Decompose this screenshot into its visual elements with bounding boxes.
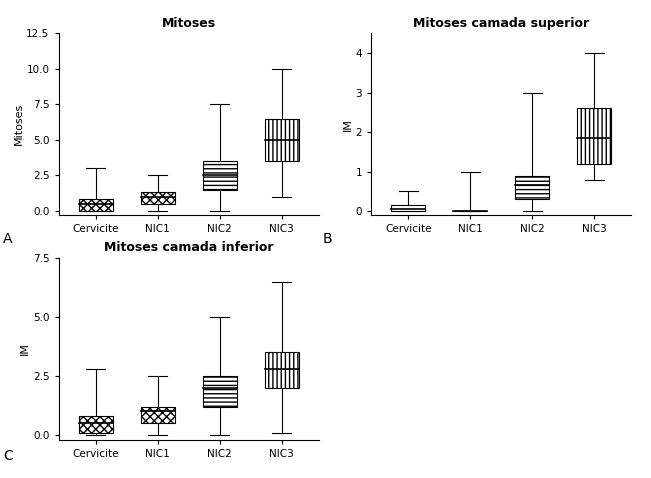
Bar — [141, 192, 175, 204]
Bar — [391, 205, 425, 211]
Bar — [79, 416, 113, 433]
Bar — [515, 175, 549, 199]
Bar — [202, 376, 237, 407]
Title: Mitoses camada inferior: Mitoses camada inferior — [104, 241, 273, 254]
Bar — [202, 161, 237, 190]
Text: B: B — [322, 232, 332, 246]
Bar — [265, 352, 299, 388]
Y-axis label: IM: IM — [20, 343, 30, 355]
Bar — [265, 119, 299, 161]
Bar — [141, 407, 175, 423]
Y-axis label: Mitoses: Mitoses — [14, 103, 23, 145]
Text: C: C — [3, 449, 13, 464]
Title: Mitoses camada superior: Mitoses camada superior — [413, 17, 589, 30]
Text: A: A — [3, 232, 13, 246]
Bar — [577, 109, 611, 164]
Bar — [79, 199, 113, 211]
Y-axis label: IM: IM — [342, 118, 353, 130]
Title: Mitoses: Mitoses — [161, 17, 216, 30]
